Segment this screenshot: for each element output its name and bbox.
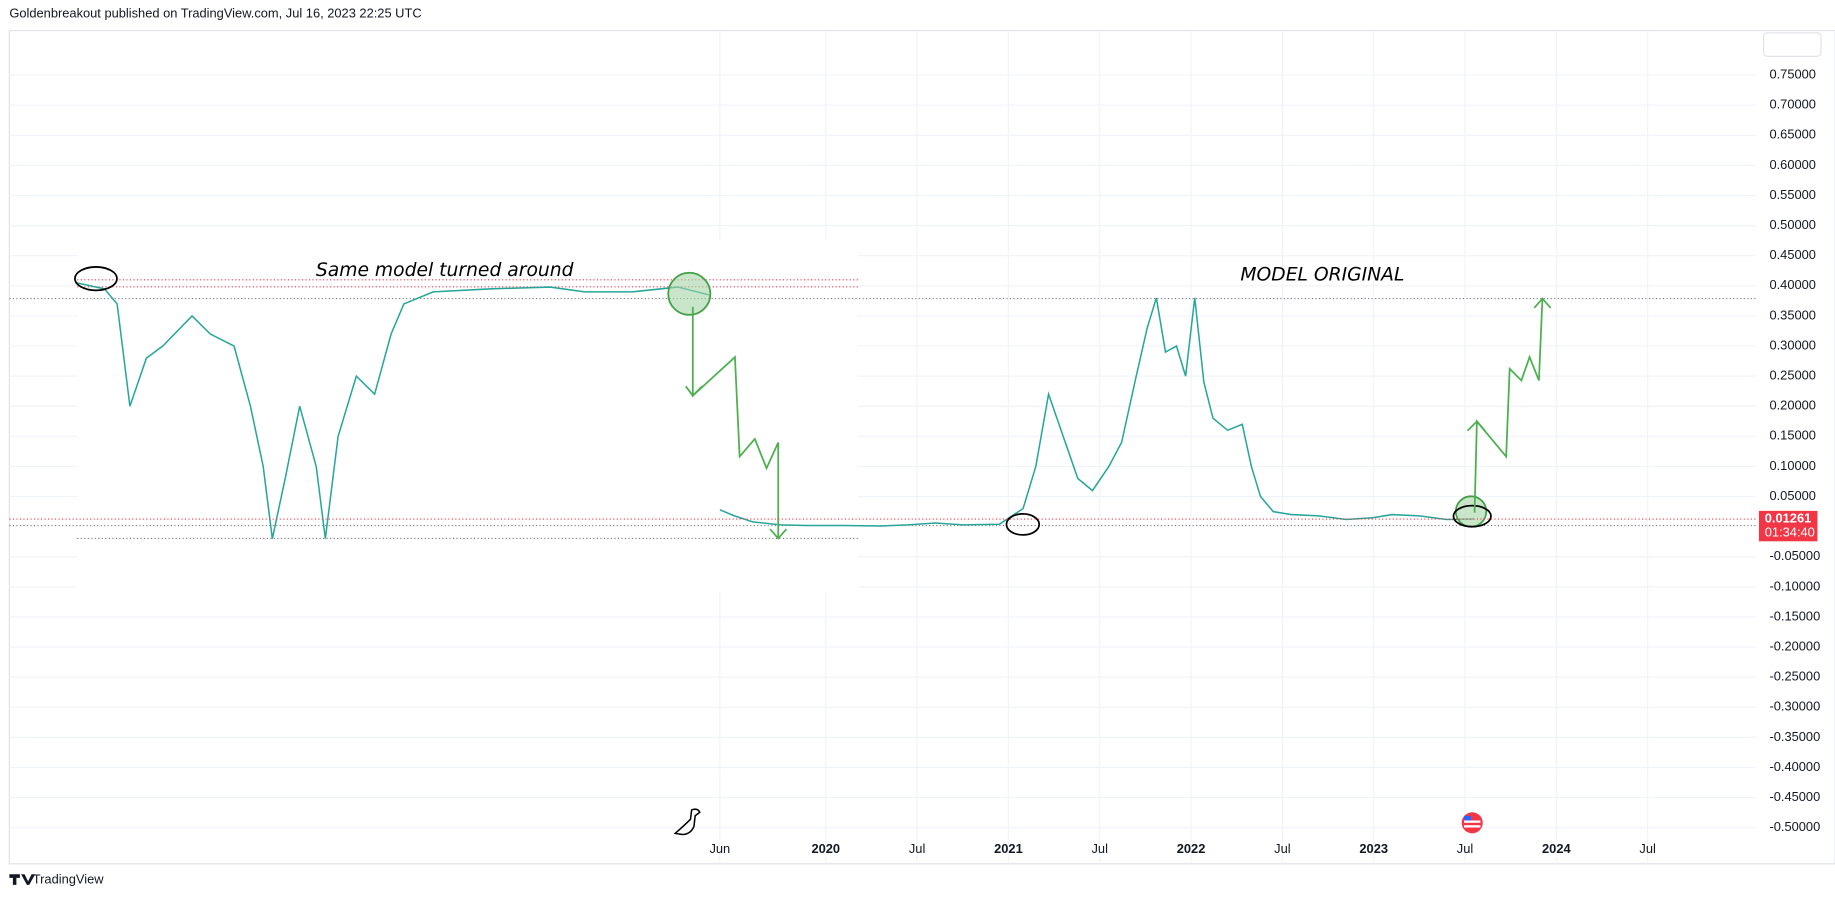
footer-logo: TradingView [9, 872, 104, 887]
y-tick-label: 0.45000 [1769, 247, 1815, 262]
x-tick-label: Jul [1639, 841, 1655, 856]
x-tick-label: Jul [1092, 841, 1108, 856]
y-tick-label: 0.30000 [1769, 337, 1815, 352]
dino-icon [673, 808, 701, 836]
y-tick-label: -0.05000 [1769, 548, 1820, 563]
toolbar-box[interactable] [1763, 32, 1822, 57]
y-tick-label: 0.60000 [1769, 157, 1815, 172]
overlay-image [77, 240, 858, 592]
y-tick-label: -0.10000 [1769, 578, 1820, 593]
annotation: Same model turned around [316, 260, 574, 281]
circle-drawing [1452, 504, 1492, 528]
x-tick-label: Jul [1274, 841, 1290, 856]
circle-drawing [1454, 495, 1488, 528]
y-tick-label: -0.20000 [1769, 638, 1820, 653]
circle-drawing [1005, 512, 1041, 536]
x-tick-label: 2021 [994, 841, 1023, 856]
series [76, 282, 1475, 539]
level-lines [9, 279, 1756, 540]
x-tick-label: Jul [1457, 841, 1473, 856]
y-tick-label: 0.15000 [1769, 428, 1815, 443]
y-tick-label: -0.50000 [1769, 819, 1820, 834]
y-tick-label: 0.40000 [1769, 277, 1815, 292]
arrow-head [1466, 420, 1486, 432]
price-line [719, 297, 1475, 527]
y-tick-label: -0.30000 [1769, 699, 1820, 714]
y-tick-label: -0.35000 [1769, 729, 1820, 744]
x-tick-label: Jun [709, 841, 730, 856]
y-tick-label: -0.25000 [1769, 669, 1820, 684]
y-tick-label: 0.75000 [1769, 66, 1815, 81]
x-tick-label: 2023 [1359, 841, 1388, 856]
arrow-head [1533, 297, 1552, 309]
y-tick-label: -0.45000 [1769, 789, 1820, 804]
circle-drawing [74, 266, 118, 292]
y-tick-label: 0.25000 [1769, 368, 1815, 383]
flag-icon [1461, 812, 1483, 834]
price-label-box [1758, 510, 1818, 542]
y-tick-label: 0.65000 [1769, 127, 1815, 142]
header: Goldenbreakout published on TradingView.… [9, 6, 421, 21]
y-tick-label: 0.70000 [1769, 97, 1815, 112]
x-tick-label: Jul [909, 841, 925, 856]
countdown-label: 01:34:40 [1765, 525, 1815, 540]
circle-drawing [667, 271, 712, 316]
y-tick-label: 0.05000 [1769, 488, 1815, 503]
drawings [74, 266, 1552, 540]
y-tick-label: 0.35000 [1769, 307, 1815, 322]
arrow-head [685, 385, 703, 398]
last-price-label: 0.01261 [1765, 510, 1811, 525]
y-tick-label: 0.55000 [1769, 187, 1815, 202]
annotation: MODEL ORIGINAL [1240, 265, 1404, 286]
x-tick-label: 2022 [1177, 841, 1206, 856]
x-tick-label: 2020 [811, 841, 840, 856]
y-tick-label: 0.20000 [1769, 398, 1815, 413]
y-tick-label: -0.15000 [1769, 608, 1820, 623]
x-tick-label: 2024 [1542, 841, 1571, 856]
arrow-head [769, 528, 788, 540]
price-line [76, 282, 710, 539]
footer: TradingView [33, 872, 104, 887]
y-tick-label: 0.10000 [1769, 458, 1815, 473]
y-tick-label: 0.50000 [1769, 217, 1815, 232]
y-tick-label: -0.40000 [1769, 759, 1820, 774]
